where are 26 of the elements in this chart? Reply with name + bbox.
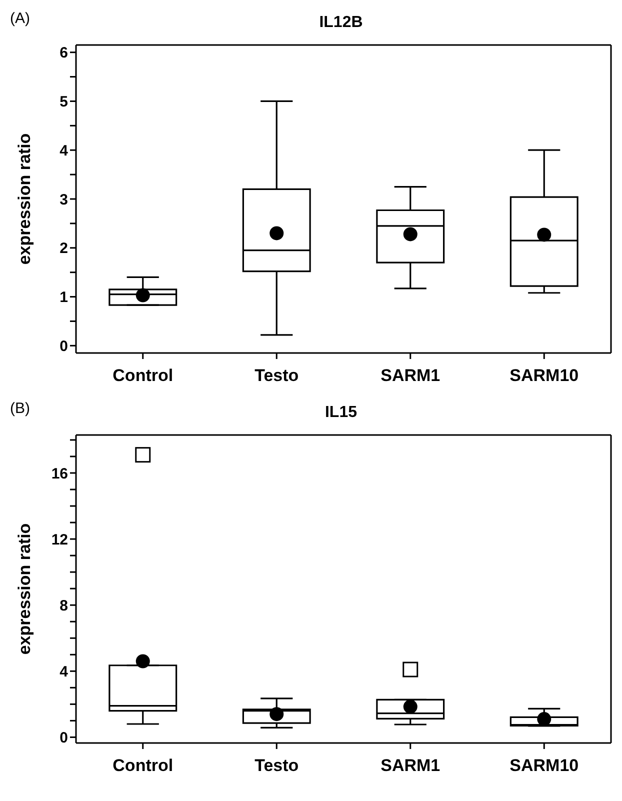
- y-tick-label: 16: [51, 465, 68, 482]
- y-axis-title: expression ratio: [15, 133, 34, 265]
- chart-title: IL12B: [318, 14, 364, 32]
- x-tick-label: Control: [112, 366, 174, 386]
- y-tick-label: 2: [60, 240, 68, 258]
- y-tick-label: 6: [60, 44, 68, 62]
- x-tick-label: SARM1: [380, 366, 440, 386]
- y-tick-label: 4: [60, 142, 69, 160]
- y-tick-label: 0: [60, 338, 68, 355]
- x-tick-label: SARM10: [510, 756, 579, 776]
- chart-title: IL15: [324, 404, 358, 422]
- y-tick-label: 4: [60, 663, 69, 680]
- y-tick-label: 1: [60, 289, 68, 306]
- x-tick-label: SARM1: [380, 756, 440, 776]
- y-tick-label: 12: [51, 531, 68, 548]
- x-tick-label: Control: [112, 756, 174, 776]
- x-tick-label: Testo: [254, 756, 299, 776]
- x-tick-label: Testo: [254, 366, 299, 386]
- y-tick-label: 8: [60, 597, 68, 614]
- x-tick-label: SARM10: [510, 366, 579, 386]
- text: (B): [10, 400, 30, 417]
- y-axis-title: expression ratio: [15, 523, 34, 655]
- text: (A): [10, 10, 30, 27]
- y-tick-label: 3: [60, 191, 68, 208]
- y-tick-label: 5: [60, 94, 68, 111]
- y-tick-label: 0: [60, 730, 68, 747]
